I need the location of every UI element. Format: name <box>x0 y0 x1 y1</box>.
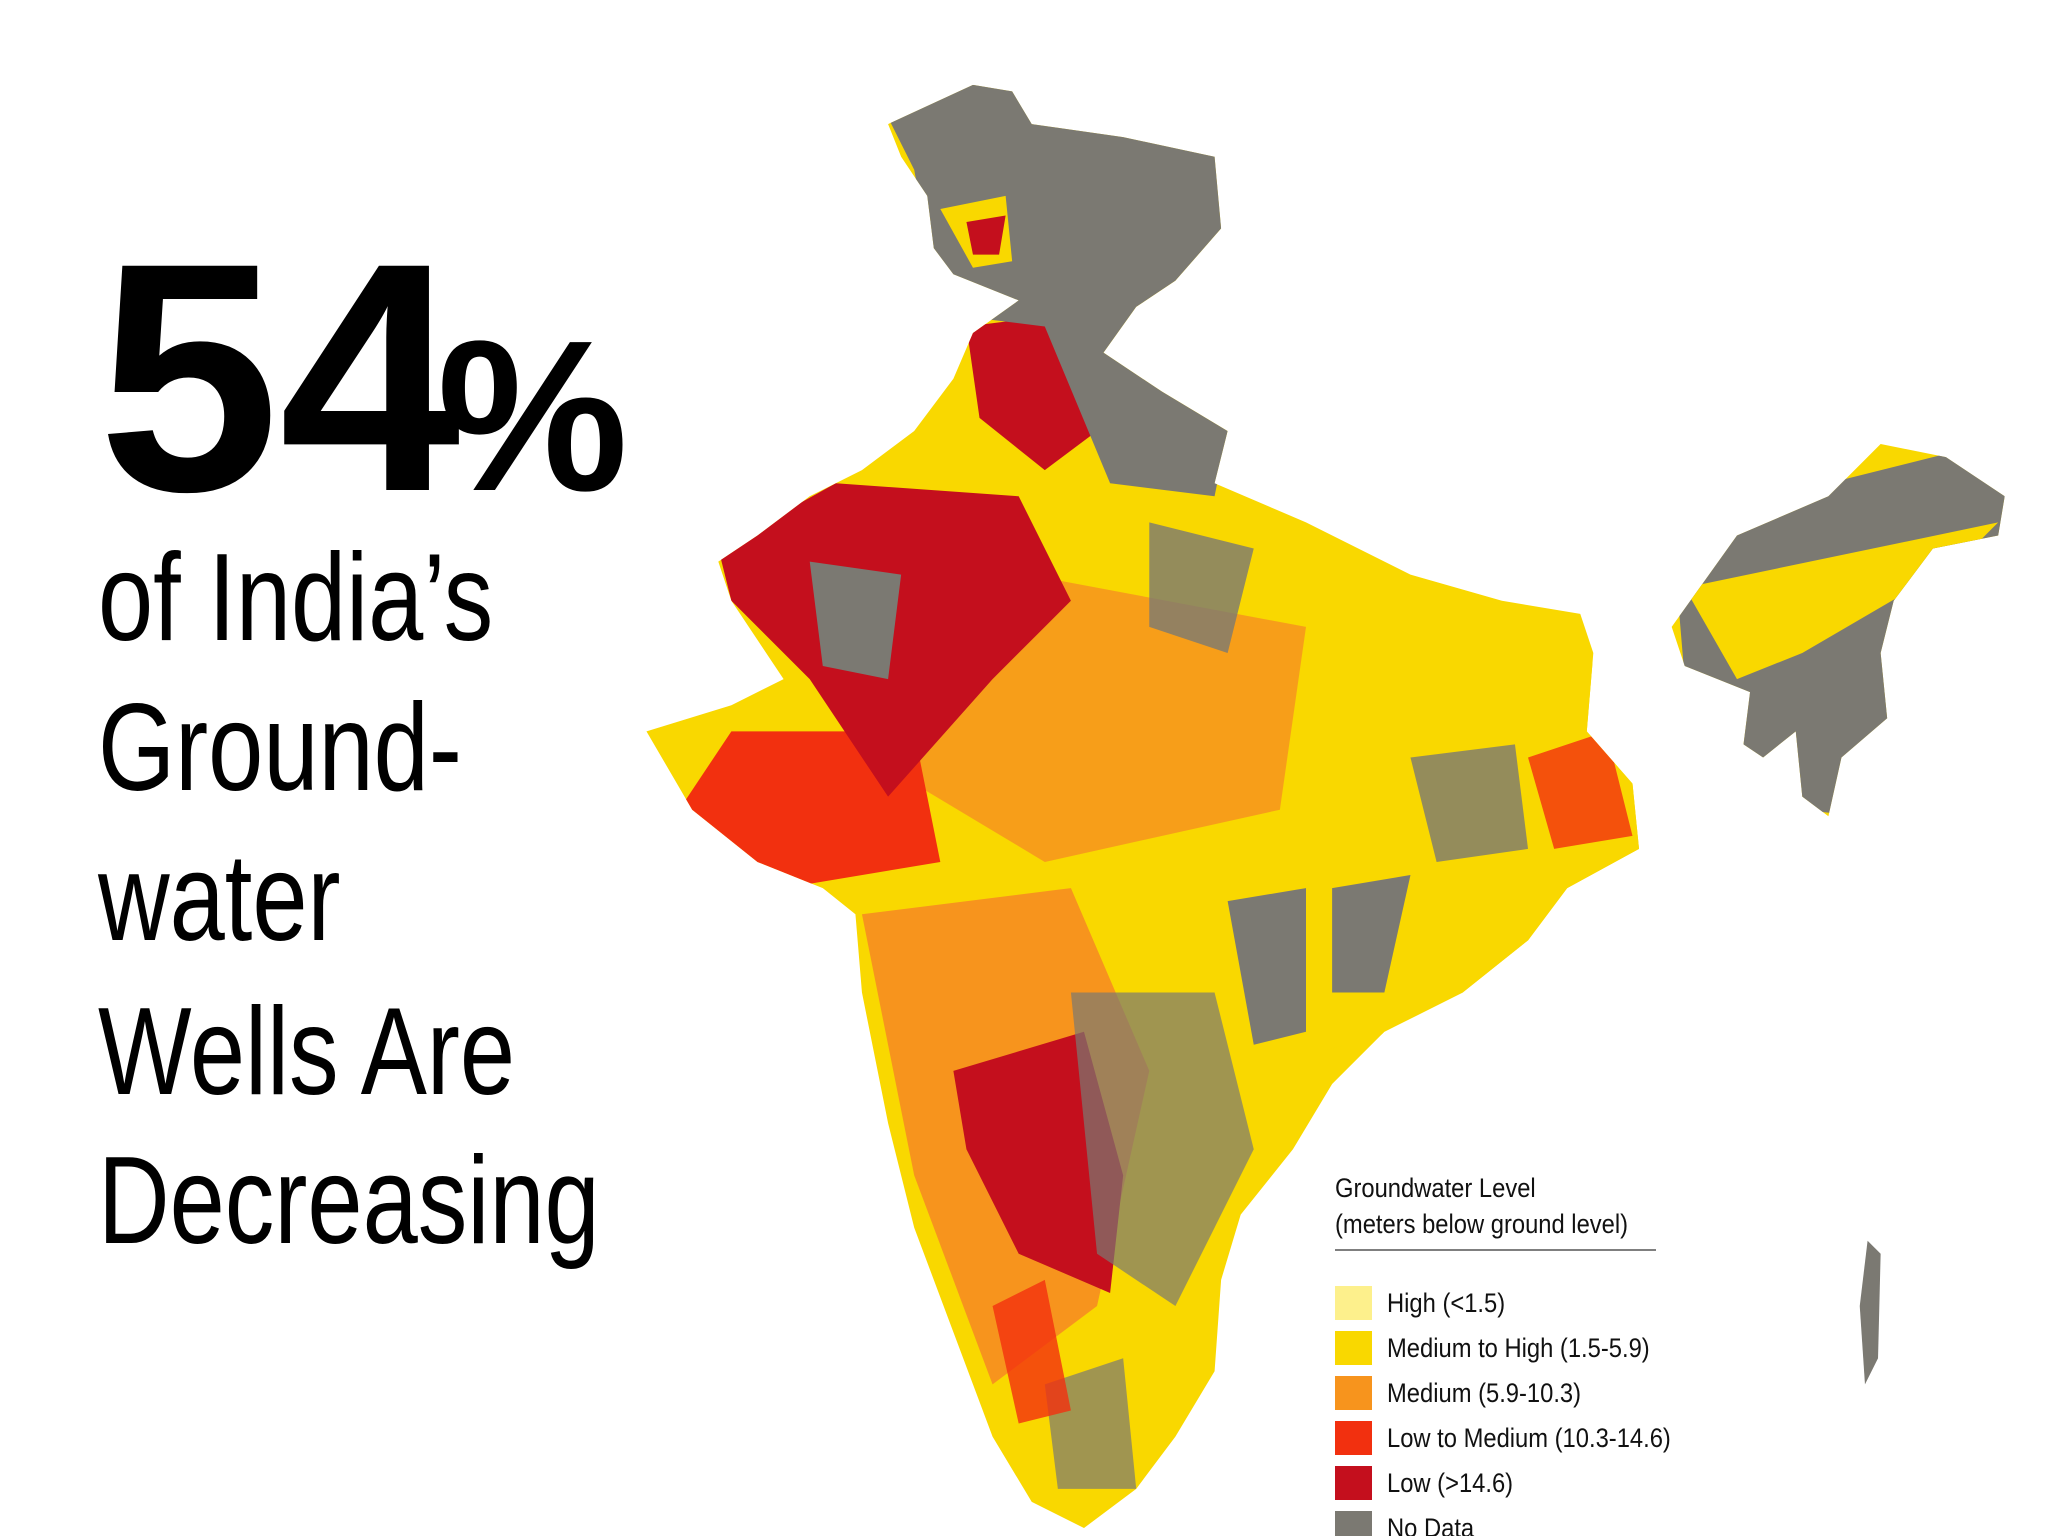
legend-heading: Groundwater Level (meters below ground l… <box>1335 1174 1628 1240</box>
headline-line: water <box>97 827 340 966</box>
legend-subtitle: (meters below ground level) <box>1335 1210 1628 1240</box>
legend-item: Low to Medium (10.3-14.6) <box>1387 1424 1671 1454</box>
legend-item: Medium to High (1.5-5.9) <box>1387 1334 1650 1364</box>
india-map <box>646 84 2005 1529</box>
legend-swatch <box>1335 1376 1372 1410</box>
headline-lines: of India’s Ground- water Wells Are Decre… <box>97 527 600 1269</box>
legend-swatch <box>1335 1511 1372 1536</box>
headline-line: Wells Are <box>98 981 515 1120</box>
legend-label: Low (>14.6) <box>1387 1469 1513 1499</box>
headline-line: of India’s <box>98 527 493 666</box>
headline-line: Ground- <box>98 677 462 816</box>
legend-swatch <box>1335 1466 1372 1500</box>
legend-swatch <box>1335 1421 1372 1455</box>
legend-item: Medium (5.9-10.3) <box>1387 1379 1581 1409</box>
legend-label: Low to Medium (10.3-14.6) <box>1387 1424 1671 1454</box>
legend-item: High (<1.5) <box>1387 1289 1505 1319</box>
legend-title: Groundwater Level <box>1335 1174 1536 1204</box>
legend-item: Low (>14.6) <box>1387 1469 1513 1499</box>
legend: Groundwater Level (meters below ground l… <box>1335 1174 1671 1536</box>
legend-label: Medium to High (1.5-5.9) <box>1387 1334 1650 1364</box>
legend-label: High (<1.5) <box>1387 1289 1505 1319</box>
headline-number: 54 <box>98 196 463 560</box>
headline-symbol: % <box>437 295 628 536</box>
legend-swatch <box>1335 1331 1372 1365</box>
headline-line: Decreasing <box>98 1130 600 1269</box>
legend-label: No Data <box>1387 1514 1475 1536</box>
legend-item: No Data <box>1387 1514 1475 1536</box>
legend-label: Medium (5.9-10.3) <box>1387 1379 1581 1409</box>
legend-swatch <box>1335 1286 1372 1320</box>
